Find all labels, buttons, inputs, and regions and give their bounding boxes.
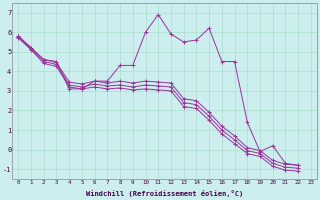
X-axis label: Windchill (Refroidissement éolien,°C): Windchill (Refroidissement éolien,°C)	[86, 190, 243, 197]
